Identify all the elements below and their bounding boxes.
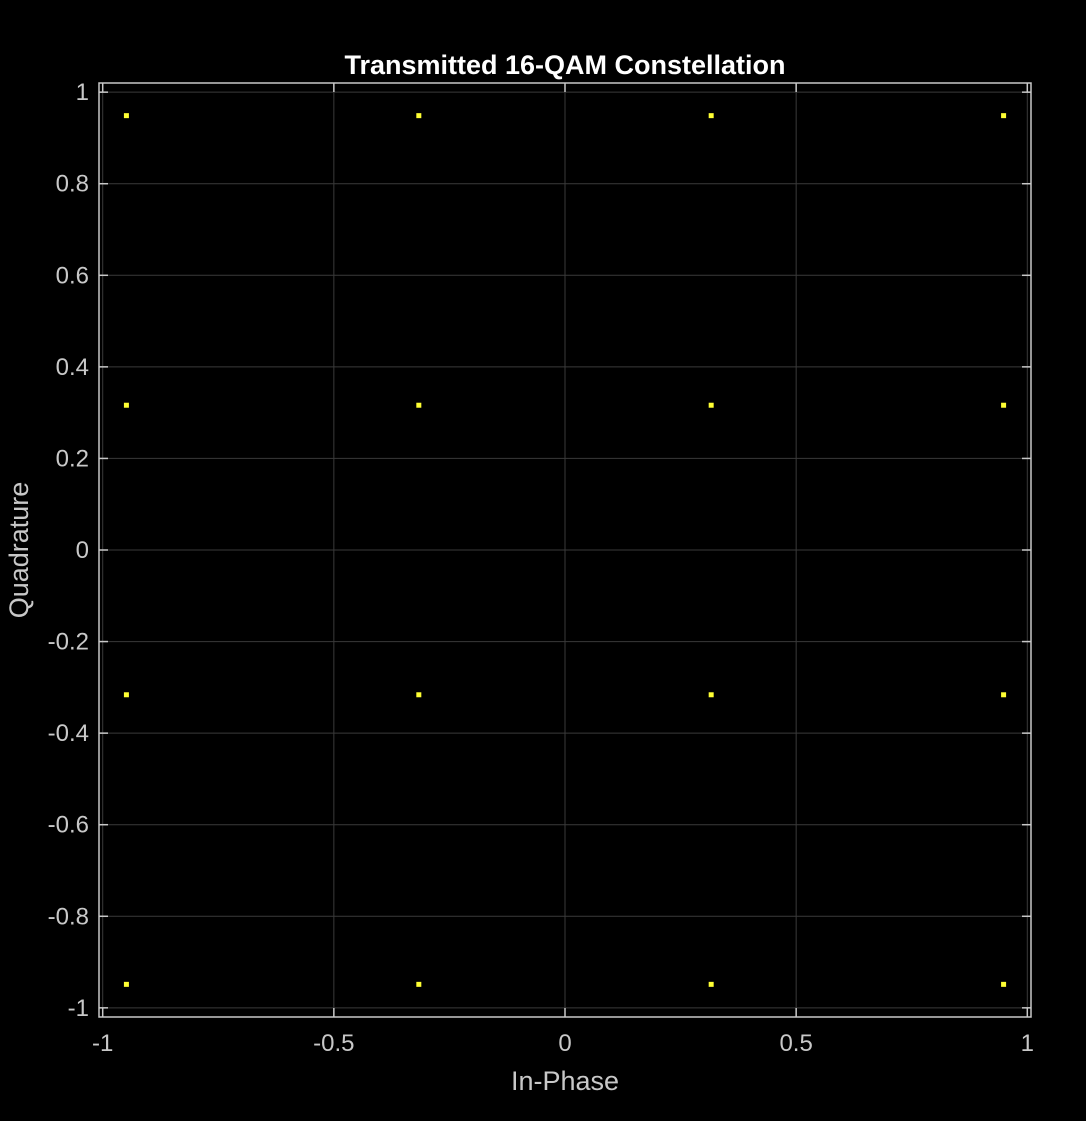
y-axis-label: Quadrature	[4, 482, 34, 619]
chart-title: Transmitted 16-QAM Constellation	[344, 50, 785, 80]
x-tick-label: 0.5	[779, 1030, 812, 1057]
constellation-point	[123, 692, 129, 698]
constellation-point	[708, 113, 714, 119]
data-points	[123, 113, 1007, 987]
x-axis-label: In-Phase	[511, 1066, 619, 1096]
x-tick-label: -1	[92, 1030, 113, 1057]
constellation-point	[1001, 113, 1007, 119]
y-tick-label: -0.2	[48, 629, 89, 656]
y-tick-label: 0.4	[56, 354, 89, 381]
y-tick-label: -1	[68, 995, 89, 1022]
y-tick-label: 0	[76, 537, 89, 564]
tick-labels: -1 -0.5 0 0.5 1 -1 -0.8 -0.6 -0.4 -0.2 0 0.2 0.4 0.6 0…	[48, 79, 1034, 1057]
y-tick-label: 1	[76, 79, 89, 106]
constellation-point	[416, 692, 422, 698]
x-tick-label: 1	[1021, 1030, 1034, 1057]
axis-ticks	[99, 83, 1031, 1017]
constellation-point	[123, 402, 129, 408]
constellation-point	[416, 113, 422, 119]
axes-box	[98, 82, 1032, 1018]
y-tick-label: -0.6	[48, 812, 89, 839]
constellation-point	[1001, 402, 1007, 408]
constellation-point	[708, 692, 714, 698]
constellation-point	[708, 981, 714, 987]
constellation-point	[1001, 692, 1007, 698]
x-tick-label: 0	[558, 1030, 571, 1057]
y-tick-label: 0.8	[56, 171, 89, 198]
constellation-point	[1001, 981, 1007, 987]
constellation-point	[123, 981, 129, 987]
constellation-point	[708, 402, 714, 408]
constellation-point	[416, 981, 422, 987]
x-tick-label: -0.5	[313, 1030, 354, 1057]
y-tick-label: 0.2	[56, 445, 89, 472]
y-tick-label: -0.4	[48, 720, 89, 747]
constellation-point	[123, 113, 129, 119]
y-tick-label: 0.6	[56, 262, 89, 289]
y-tick-label: -0.8	[48, 903, 89, 930]
constellation-point	[416, 402, 422, 408]
